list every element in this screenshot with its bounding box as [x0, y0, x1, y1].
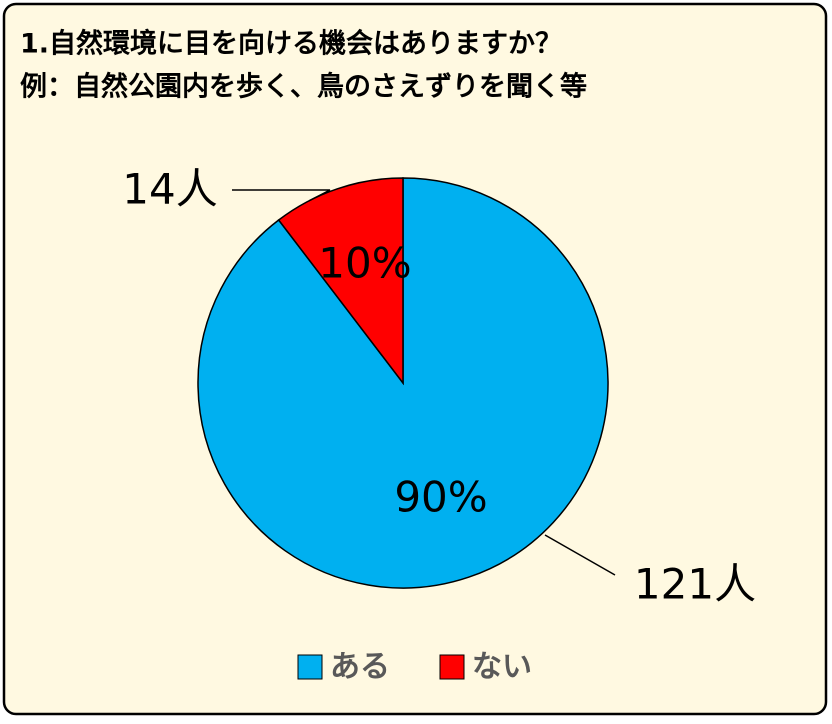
legend-swatch	[439, 654, 465, 680]
leader-line	[544, 534, 616, 576]
legend-label: ない	[472, 650, 532, 685]
chart-subtitle: 例：自然公園内を歩く、鳥のさえずりを聞く等	[20, 71, 587, 103]
percent-label: 90%	[394, 472, 487, 521]
value-label: 121人	[634, 560, 756, 609]
chart-title: 1.自然環境に目を向ける機会はありますか？	[20, 28, 562, 60]
legend-swatch	[297, 654, 323, 680]
leader-line	[232, 189, 331, 202]
pie-slice	[277, 177, 404, 386]
legend-label: ある	[330, 650, 390, 685]
value-label: 14人	[122, 165, 217, 214]
percent-label: 10%	[318, 239, 411, 288]
